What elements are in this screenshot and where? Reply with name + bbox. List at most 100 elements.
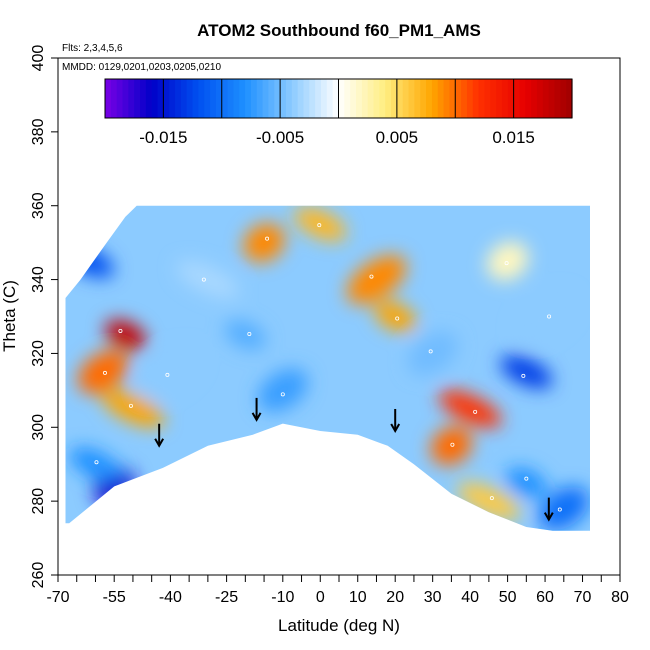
- colorbar-tick-label: -0.015: [139, 128, 187, 147]
- colorbar-cell: [420, 79, 427, 118]
- colorbar-cell: [297, 79, 305, 118]
- x-tick-label: 50: [499, 589, 517, 606]
- colorbar-cell: [536, 79, 544, 118]
- colorbar-cell: [338, 79, 345, 118]
- colorbar-cell: [256, 79, 264, 118]
- x-tick-label: -25: [215, 589, 238, 606]
- colorbar-cell: [396, 79, 404, 118]
- sample-marker: [450, 442, 455, 447]
- sample-marker: [102, 370, 107, 375]
- colorbar-cell: [268, 79, 275, 118]
- colorbar-cell: [116, 79, 124, 118]
- sample-marker: [117, 486, 122, 491]
- colorbar-cell: [245, 79, 252, 118]
- sample-marker: [547, 314, 552, 319]
- colorbar-cell: [466, 79, 474, 118]
- y-tick-label: 360: [30, 192, 47, 219]
- sample-marker: [395, 316, 400, 321]
- colorbar-cell: [320, 79, 328, 118]
- field-feature: [140, 347, 201, 397]
- arrow-marker: [390, 408, 401, 433]
- colorbar-cell: [332, 79, 340, 118]
- arrow-marker: [251, 397, 262, 422]
- sample-marker: [165, 372, 170, 377]
- colorbar-cell: [105, 79, 112, 118]
- colorbar-cell: [379, 79, 386, 118]
- colorbar-cell: [431, 79, 439, 118]
- colorbar-cell: [513, 79, 521, 118]
- arrow-annotations: [154, 397, 554, 522]
- colorbar-cell: [443, 79, 451, 118]
- y-axis: 260 280 300 320 340 360 380 400: [30, 45, 58, 588]
- colorbar-cell: [367, 79, 375, 118]
- colorbar-frame: [104, 78, 573, 119]
- field-feature: [346, 255, 407, 305]
- colorbar-cell: [157, 79, 164, 118]
- sample-marker: [94, 460, 99, 465]
- colorbar-cell: [315, 79, 322, 118]
- sample-marker: [369, 274, 374, 279]
- colorbar-cell: [361, 79, 369, 118]
- y-tick-label: 340: [30, 266, 47, 293]
- arrow-marker: [543, 497, 554, 522]
- sample-marker: [473, 409, 478, 414]
- colorbar-cell: [145, 79, 153, 118]
- sample-marker: [128, 403, 133, 408]
- colorbar-cell: [455, 79, 462, 118]
- y-tick-label: 280: [30, 488, 47, 515]
- sample-marker: [521, 373, 526, 378]
- x-axis-label: Latitude (deg N): [278, 616, 400, 635]
- colorbar-cell: [437, 79, 445, 118]
- colorbar-cell: [531, 79, 538, 118]
- colorbar-cell: [291, 79, 299, 118]
- colorbar-cell: [303, 79, 310, 118]
- x-tick-label: -55: [103, 589, 126, 606]
- x-tick-label: 30: [424, 589, 442, 606]
- colorbar-cell: [250, 79, 258, 118]
- colorbar-cell: [519, 79, 526, 118]
- colorbar-cell: [210, 79, 217, 118]
- colorbar-cell: [560, 79, 567, 118]
- colorbar-cell: [309, 79, 316, 118]
- colorbar-cell: [449, 79, 456, 118]
- colorbar-cell: [134, 79, 141, 118]
- sample-marker: [524, 476, 529, 481]
- y-axis-label: Theta (C): [0, 280, 19, 352]
- colorbar-cell: [373, 79, 380, 118]
- colorbar-cell: [110, 79, 118, 118]
- sample-marker: [428, 349, 433, 354]
- colorbar-cell: [426, 79, 433, 118]
- field-feature: [243, 223, 285, 263]
- field-feature: [538, 486, 589, 531]
- colorbar-cell: [163, 79, 170, 118]
- field-feature: [505, 467, 548, 498]
- field-feature: [104, 319, 147, 350]
- colorbar-tick-label: 0.005: [376, 128, 419, 147]
- colorbar-cell: [204, 79, 211, 118]
- x-tick-label: -10: [271, 589, 294, 606]
- x-tick-label: 80: [611, 589, 629, 606]
- x-tick-label: 0: [316, 589, 325, 606]
- colorbar-cell: [285, 79, 293, 118]
- colorbar-cell: [122, 79, 129, 118]
- colorbar-cell: [175, 79, 182, 118]
- field-feature: [77, 350, 129, 394]
- colorbar-cell: [344, 79, 351, 118]
- colorbar-cell: [186, 79, 194, 118]
- colorbar-cell: [414, 79, 421, 118]
- colorbar-cell: [542, 79, 550, 118]
- field-feature: [515, 292, 575, 341]
- x-tick-label: 20: [386, 589, 404, 606]
- y-tick-label: 400: [30, 45, 47, 72]
- colorbar-cell: [490, 79, 497, 118]
- colorbar-cell: [566, 79, 573, 118]
- field-features: [65, 207, 589, 531]
- colorbar-cell: [128, 79, 135, 118]
- sample-marker: [504, 261, 509, 266]
- colorbar-cell: [169, 79, 176, 118]
- colorbar-cell: [326, 79, 334, 118]
- sample-marker: [80, 257, 85, 262]
- colorbar-cell: [402, 79, 410, 118]
- sample-marker: [317, 223, 322, 228]
- colorbar-cell: [274, 79, 281, 118]
